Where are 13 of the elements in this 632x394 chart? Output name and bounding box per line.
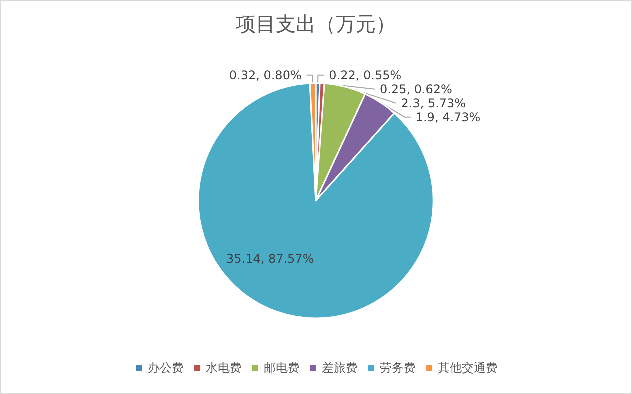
legend-label: 差旅费 xyxy=(322,361,358,375)
data-label: 1.9, 4.73% xyxy=(416,110,481,124)
legend-label: 邮电费 xyxy=(264,361,300,375)
data-label: 0.22, 0.55% xyxy=(329,68,402,82)
legend-label: 水电费 xyxy=(206,361,242,375)
data-label: 35.14, 87.57% xyxy=(226,252,314,266)
legend-label: 其他交通费 xyxy=(438,361,498,375)
legend-label: 办公费 xyxy=(148,361,184,375)
data-label: 2.3, 5.73% xyxy=(401,96,466,110)
chart-title: 项目支出（万元） xyxy=(236,12,396,36)
data-label: 0.32, 0.80% xyxy=(229,68,302,82)
legend-label: 劳务费 xyxy=(380,361,416,375)
data-label: 0.25, 0.62% xyxy=(380,82,452,96)
